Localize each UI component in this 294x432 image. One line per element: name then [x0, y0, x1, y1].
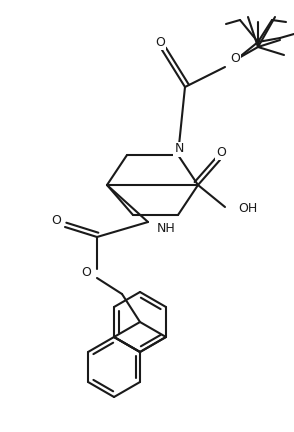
- Text: O: O: [230, 53, 240, 66]
- Text: O: O: [155, 35, 165, 48]
- Text: OH: OH: [238, 203, 257, 216]
- Text: N: N: [174, 143, 184, 156]
- Text: O: O: [81, 267, 91, 280]
- Text: NH: NH: [157, 222, 176, 235]
- Text: O: O: [216, 146, 226, 159]
- Text: O: O: [51, 213, 61, 226]
